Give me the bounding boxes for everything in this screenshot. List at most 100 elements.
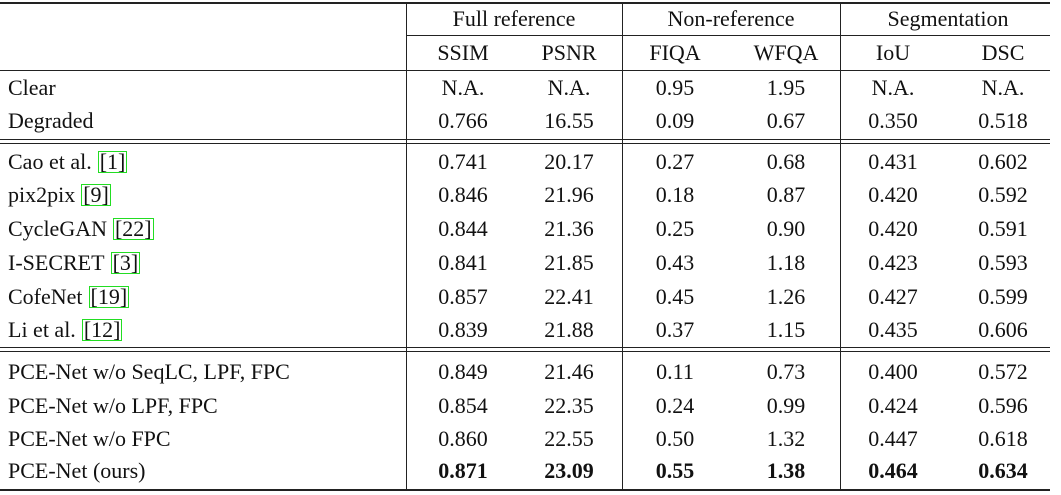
method-cell: Degraded — [8, 108, 94, 134]
method-name: pix2pix — [8, 182, 76, 207]
value-cell: 1.32 — [766, 426, 806, 451]
value-cell: 0.593 — [978, 250, 1028, 275]
method-cell: Clear — [8, 75, 56, 101]
value-cell: 1.18 — [766, 250, 806, 275]
value-cell: 0.839 — [438, 317, 488, 342]
rule — [0, 143, 1050, 145]
method-name: Clear — [8, 75, 56, 100]
value-cell: 0.18 — [655, 182, 695, 207]
value-cell: 0.618 — [978, 426, 1028, 451]
value-cell: 0.871 — [438, 458, 488, 483]
value-cell: 0.844 — [438, 216, 488, 241]
group-header: Segmentation — [887, 6, 1009, 31]
value-cell: 16.55 — [544, 108, 594, 133]
value-cell: 0.350 — [868, 108, 918, 133]
value-cell: 0.857 — [438, 284, 488, 309]
value-cell: 1.38 — [766, 458, 806, 483]
value-cell: 21.46 — [544, 359, 594, 384]
value-cell: 0.518 — [978, 108, 1028, 133]
rule — [0, 2, 1050, 4]
value-cell: 0.50 — [655, 426, 695, 451]
value-cell: 0.95 — [655, 75, 695, 100]
value-cell: 0.67 — [766, 108, 806, 133]
group-header: Full reference — [452, 6, 576, 31]
method-cell: CofeNet [19] — [8, 284, 130, 310]
value-cell: N.A. — [871, 75, 915, 100]
value-cell: 20.17 — [544, 149, 594, 174]
value-cell: 21.85 — [544, 250, 594, 275]
value-cell: 0.431 — [868, 149, 918, 174]
value-cell: 0.841 — [438, 250, 488, 275]
value-cell: 21.36 — [544, 216, 594, 241]
value-cell: 0.11 — [656, 359, 694, 384]
value-cell: 0.766 — [438, 108, 488, 133]
method-name: Degraded — [8, 108, 94, 133]
method-name: CycleGAN — [8, 216, 107, 241]
value-cell: N.A. — [547, 75, 591, 100]
value-cell: 0.860 — [438, 426, 488, 451]
value-cell: 0.73 — [766, 359, 806, 384]
citation: [1] — [97, 149, 128, 174]
method-cell: pix2pix [9] — [8, 182, 111, 208]
method-cell: CycleGAN [22] — [8, 216, 154, 242]
value-cell: 0.55 — [655, 458, 695, 483]
value-cell: 0.447 — [868, 426, 918, 451]
method-cell: PCE-Net w/o LPF, FPC — [8, 393, 218, 419]
citation: [19] — [88, 284, 130, 309]
method-name: Li et al. — [8, 317, 76, 342]
value-cell: 0.43 — [655, 250, 695, 275]
method-cell: Cao et al. [1] — [8, 149, 128, 175]
value-cell: 0.87 — [766, 182, 806, 207]
value-cell: 0.591 — [978, 216, 1028, 241]
value-cell: 0.854 — [438, 393, 488, 418]
value-cell: 0.596 — [978, 393, 1028, 418]
value-cell: 0.09 — [655, 108, 695, 133]
column-header: DSC — [981, 40, 1025, 65]
value-cell: 21.88 — [544, 317, 594, 342]
value-cell: 0.420 — [868, 216, 918, 241]
column-header: SSIM — [437, 40, 489, 65]
column-header: WFQA — [753, 40, 819, 65]
column-header: PSNR — [541, 40, 597, 65]
value-cell: N.A. — [441, 75, 485, 100]
value-cell: 0.90 — [766, 216, 806, 241]
value-cell: 0.427 — [868, 284, 918, 309]
value-cell: 0.423 — [868, 250, 918, 275]
value-cell: 0.424 — [868, 393, 918, 418]
method-name: PCE-Net w/o LPF, FPC — [8, 393, 218, 418]
value-cell: 22.41 — [544, 284, 594, 309]
value-cell: 1.95 — [766, 75, 806, 100]
value-cell: 0.24 — [655, 393, 695, 418]
method-name: PCE-Net w/o SeqLC, LPF, FPC — [8, 359, 290, 384]
group-header: Non-reference — [667, 6, 795, 31]
rule — [0, 351, 1050, 353]
rule — [0, 139, 1050, 141]
rule — [406, 35, 1050, 36]
value-cell: 0.420 — [868, 182, 918, 207]
rule — [0, 70, 1050, 72]
value-cell: 22.35 — [544, 393, 594, 418]
citation: [3] — [110, 250, 141, 275]
method-name: I-SECRET — [8, 250, 105, 275]
column-header: FIQA — [649, 40, 701, 65]
value-cell: 0.27 — [655, 149, 695, 174]
value-cell: 0.846 — [438, 182, 488, 207]
value-cell: 0.435 — [868, 317, 918, 342]
value-cell: 1.26 — [766, 284, 806, 309]
value-cell: 0.572 — [978, 359, 1028, 384]
value-cell: N.A. — [981, 75, 1025, 100]
value-cell: 0.464 — [868, 458, 918, 483]
column-header: IoU — [875, 40, 911, 65]
citation: [22] — [112, 216, 154, 241]
value-cell: 0.45 — [655, 284, 695, 309]
value-cell: 0.599 — [978, 284, 1028, 309]
rule — [0, 347, 1050, 349]
method-cell: Li et al. [12] — [8, 317, 123, 343]
value-cell: 0.37 — [655, 317, 695, 342]
method-cell: PCE-Net (ours) — [8, 458, 145, 484]
value-cell: 0.592 — [978, 182, 1028, 207]
rule — [840, 2, 842, 490]
value-cell: 22.55 — [544, 426, 594, 451]
value-cell: 0.25 — [655, 216, 695, 241]
